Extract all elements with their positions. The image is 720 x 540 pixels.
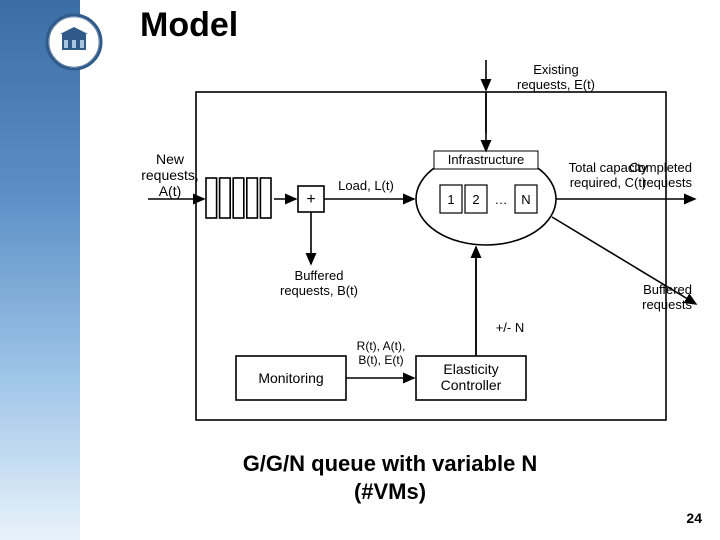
svg-text:+: + [306,191,315,208]
svg-text:Existingrequests, E(t): Existingrequests, E(t) [517,62,595,92]
slide-caption: G/G/N queue with variable N (#VMs) [170,450,610,505]
caption-line2: (#VMs) [354,479,426,504]
svg-text:Load, L(t): Load, L(t) [338,178,394,193]
svg-text:Bufferedrequests: Bufferedrequests [642,282,692,312]
svg-text:Monitoring: Monitoring [258,370,323,386]
svg-text:Bufferedrequests, B(t): Bufferedrequests, B(t) [280,268,358,298]
svg-text:R(t), A(t),B(t), E(t): R(t), A(t),B(t), E(t) [357,339,406,367]
slide-title: Model [140,6,238,45]
svg-text:2: 2 [472,192,479,207]
university-seal [44,12,104,72]
svg-text:…: … [495,192,508,207]
page-number: 24 [686,510,702,526]
caption-line1: G/G/N queue with variable N [243,451,538,476]
svg-text:N: N [521,192,530,207]
slide-sidebar [0,0,80,540]
svg-text:Infrastructure: Infrastructure [448,152,525,167]
model-diagram: Newrequests,A(t) + Load, L(t) Infrastructur… [140,54,700,434]
svg-text:1: 1 [447,192,454,207]
svg-text:Newrequests,A(t): Newrequests,A(t) [141,151,199,199]
svg-text:+/- N: +/- N [496,320,525,335]
svg-text:ElasticityController: ElasticityController [441,361,502,393]
